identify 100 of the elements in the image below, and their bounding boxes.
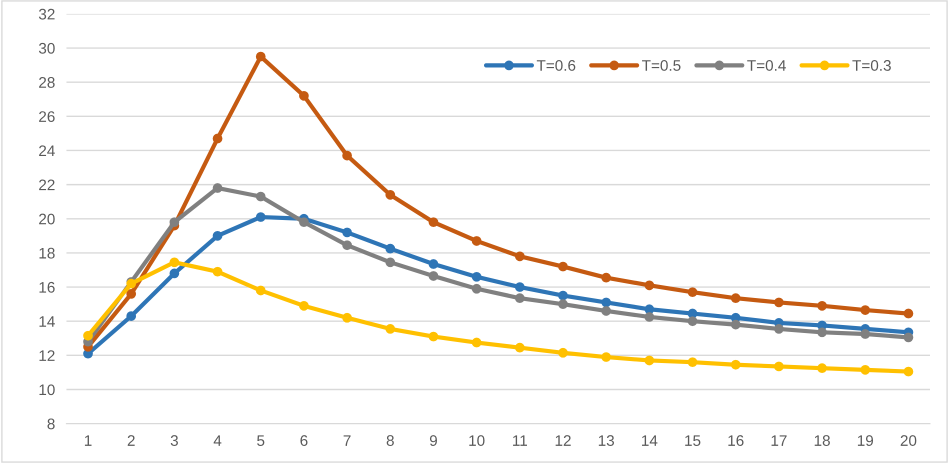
point [860, 305, 870, 315]
point [170, 217, 180, 228]
y-tick-label: 22 [39, 179, 55, 190]
point [385, 324, 396, 334]
point [774, 362, 784, 372]
point [688, 357, 698, 368]
x-tick-label: 5 [257, 435, 264, 446]
legend-label: T=0.4 [747, 60, 786, 71]
x-tick-label: 9 [430, 435, 437, 446]
point [774, 324, 784, 334]
x-tick-label: 18 [814, 435, 830, 446]
x-tick-label: 13 [598, 435, 614, 446]
point [256, 212, 266, 222]
y-tick-label: 8 [47, 418, 55, 430]
point [385, 257, 396, 268]
y-tick-label: 12 [39, 350, 55, 361]
point [256, 286, 266, 296]
x-tick-label: 11 [513, 435, 528, 446]
point [514, 293, 525, 304]
x-tick-label: 1 [84, 435, 92, 446]
point [256, 192, 266, 202]
point [558, 262, 568, 272]
x-tick-label: 7 [344, 435, 351, 446]
point [385, 190, 396, 200]
y-tick-label: 28 [39, 77, 55, 88]
point [212, 134, 222, 144]
point [730, 360, 741, 370]
point [256, 52, 266, 62]
point [688, 287, 698, 298]
x-tick-label: 15 [685, 435, 700, 446]
y-tick-label: 18 [39, 248, 55, 259]
x-tick-label: 12 [556, 435, 571, 446]
point [860, 329, 870, 339]
point [514, 342, 525, 353]
point [860, 365, 870, 375]
point [212, 266, 222, 277]
x-tick-label: 10 [469, 435, 485, 446]
point [730, 320, 741, 330]
x-tick-label: 20 [900, 435, 916, 446]
point [126, 289, 136, 299]
x-tick-label: 8 [386, 435, 394, 446]
point [212, 230, 222, 241]
point [558, 299, 568, 309]
x-tick-label: 19 [858, 435, 874, 446]
point [774, 298, 784, 308]
point [688, 316, 698, 326]
point [83, 330, 93, 341]
x-tick-label: 17 [772, 435, 787, 446]
x-tick-label: 14 [642, 435, 658, 446]
point [170, 257, 180, 268]
point [212, 183, 222, 193]
point [299, 217, 309, 228]
y-tick-label: 14 [39, 316, 55, 327]
point [904, 332, 914, 342]
point [558, 348, 568, 358]
point [514, 251, 525, 262]
point [428, 332, 438, 342]
point [428, 217, 438, 228]
point [817, 363, 827, 374]
x-tick-label: 16 [728, 435, 744, 446]
point [472, 272, 482, 282]
x-tick-label: 3 [170, 435, 178, 446]
point [299, 90, 309, 101]
point [472, 236, 482, 246]
point [342, 240, 352, 250]
legend-label: T=0.5 [642, 60, 681, 71]
point [601, 272, 612, 283]
legend-label: T=0.6 [536, 60, 576, 71]
point [472, 338, 482, 348]
y-tick-label: 32 [38, 8, 55, 20]
point [428, 259, 438, 269]
point [126, 311, 136, 321]
point [299, 300, 309, 311]
point [514, 282, 525, 292]
point [385, 244, 396, 254]
point [904, 366, 914, 376]
x-tick-label: 6 [300, 435, 308, 446]
point [558, 290, 568, 300]
y-tick-label: 30 [38, 42, 55, 54]
point [342, 312, 352, 323]
point [342, 228, 352, 238]
x-tick-label: 2 [128, 435, 135, 446]
point [601, 306, 612, 316]
point [601, 352, 612, 362]
y-tick-label: 20 [39, 214, 55, 224]
point [644, 356, 654, 366]
point [817, 327, 827, 338]
point [342, 150, 352, 160]
point [817, 300, 827, 311]
y-tick-label: 10 [39, 384, 55, 396]
point [170, 268, 180, 278]
point [644, 312, 654, 322]
x-tick-label: 4 [214, 435, 222, 446]
point [428, 271, 438, 281]
point [601, 298, 612, 308]
point [644, 280, 654, 290]
y-tick-label: 24 [39, 145, 55, 156]
point [904, 308, 914, 318]
point [472, 284, 482, 294]
y-tick-label: 16 [39, 282, 55, 293]
